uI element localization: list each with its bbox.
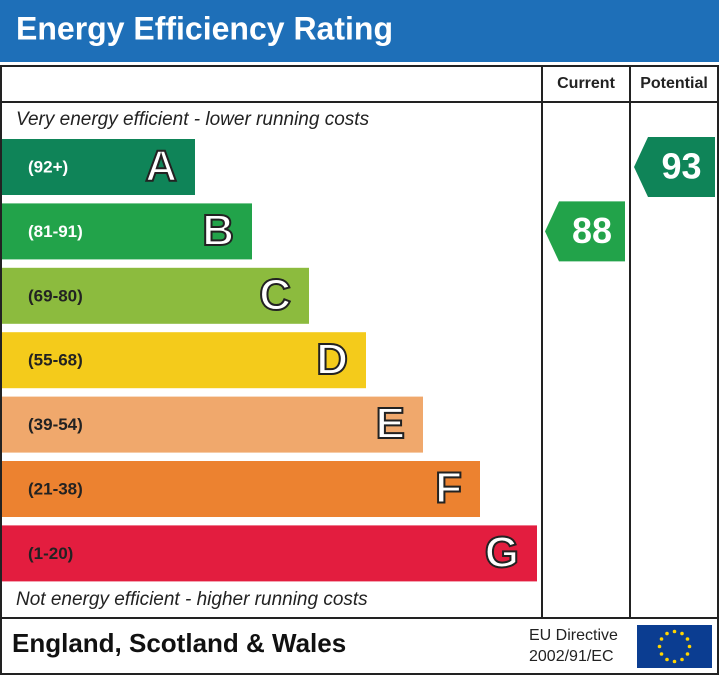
directive: EU Directive <box>529 627 618 644</box>
rating-arrow <box>545 201 625 262</box>
column-header: Potential <box>640 75 708 92</box>
band-range: (69-80) <box>28 286 83 305</box>
flag-star <box>685 637 690 641</box>
band <box>2 139 195 195</box>
band-letter: C <box>259 270 291 319</box>
band-letter: G <box>485 528 519 577</box>
band-letter: E <box>376 399 405 448</box>
flag-star <box>659 637 664 641</box>
bottom-note: Not energy efficient - higher running co… <box>16 589 368 610</box>
band-letter: D <box>316 335 348 384</box>
band <box>2 203 252 260</box>
band-range: (92+) <box>28 157 68 176</box>
band-letter: B <box>202 206 234 255</box>
title: Energy Efficiency Rating <box>16 10 393 46</box>
region: England, Scotland & Wales <box>12 628 346 658</box>
flag-star <box>685 652 690 656</box>
flag-star <box>665 631 669 636</box>
column-header: Current <box>557 75 615 92</box>
frame <box>0 65 719 675</box>
band <box>2 267 309 324</box>
eu-flag <box>637 625 712 668</box>
rating-value: 88 <box>572 210 612 251</box>
band-letter: F <box>435 464 462 513</box>
band-range: (1-20) <box>28 544 73 563</box>
band-range: (81-91) <box>28 222 83 241</box>
flag-star <box>672 629 677 634</box>
flag-star <box>659 652 664 656</box>
header-bar <box>0 0 719 62</box>
flag-star <box>680 657 684 662</box>
flag-star <box>680 631 684 636</box>
rating-value: 93 <box>661 146 701 187</box>
band <box>2 332 366 389</box>
directive: 2002/91/EC <box>529 648 614 665</box>
band-range: (21-38) <box>28 479 83 498</box>
band-range: (39-54) <box>28 415 83 434</box>
flag-star <box>672 659 677 664</box>
rating-arrow <box>634 137 715 197</box>
band-range: (55-68) <box>28 351 83 370</box>
top-note: Very energy efficient - lower running co… <box>16 109 370 130</box>
flag-star <box>687 644 692 649</box>
band-letter: A <box>145 142 177 191</box>
flag-star <box>665 657 669 662</box>
band <box>2 461 480 517</box>
band <box>2 396 423 453</box>
flag-star <box>657 644 662 649</box>
band <box>2 525 537 582</box>
